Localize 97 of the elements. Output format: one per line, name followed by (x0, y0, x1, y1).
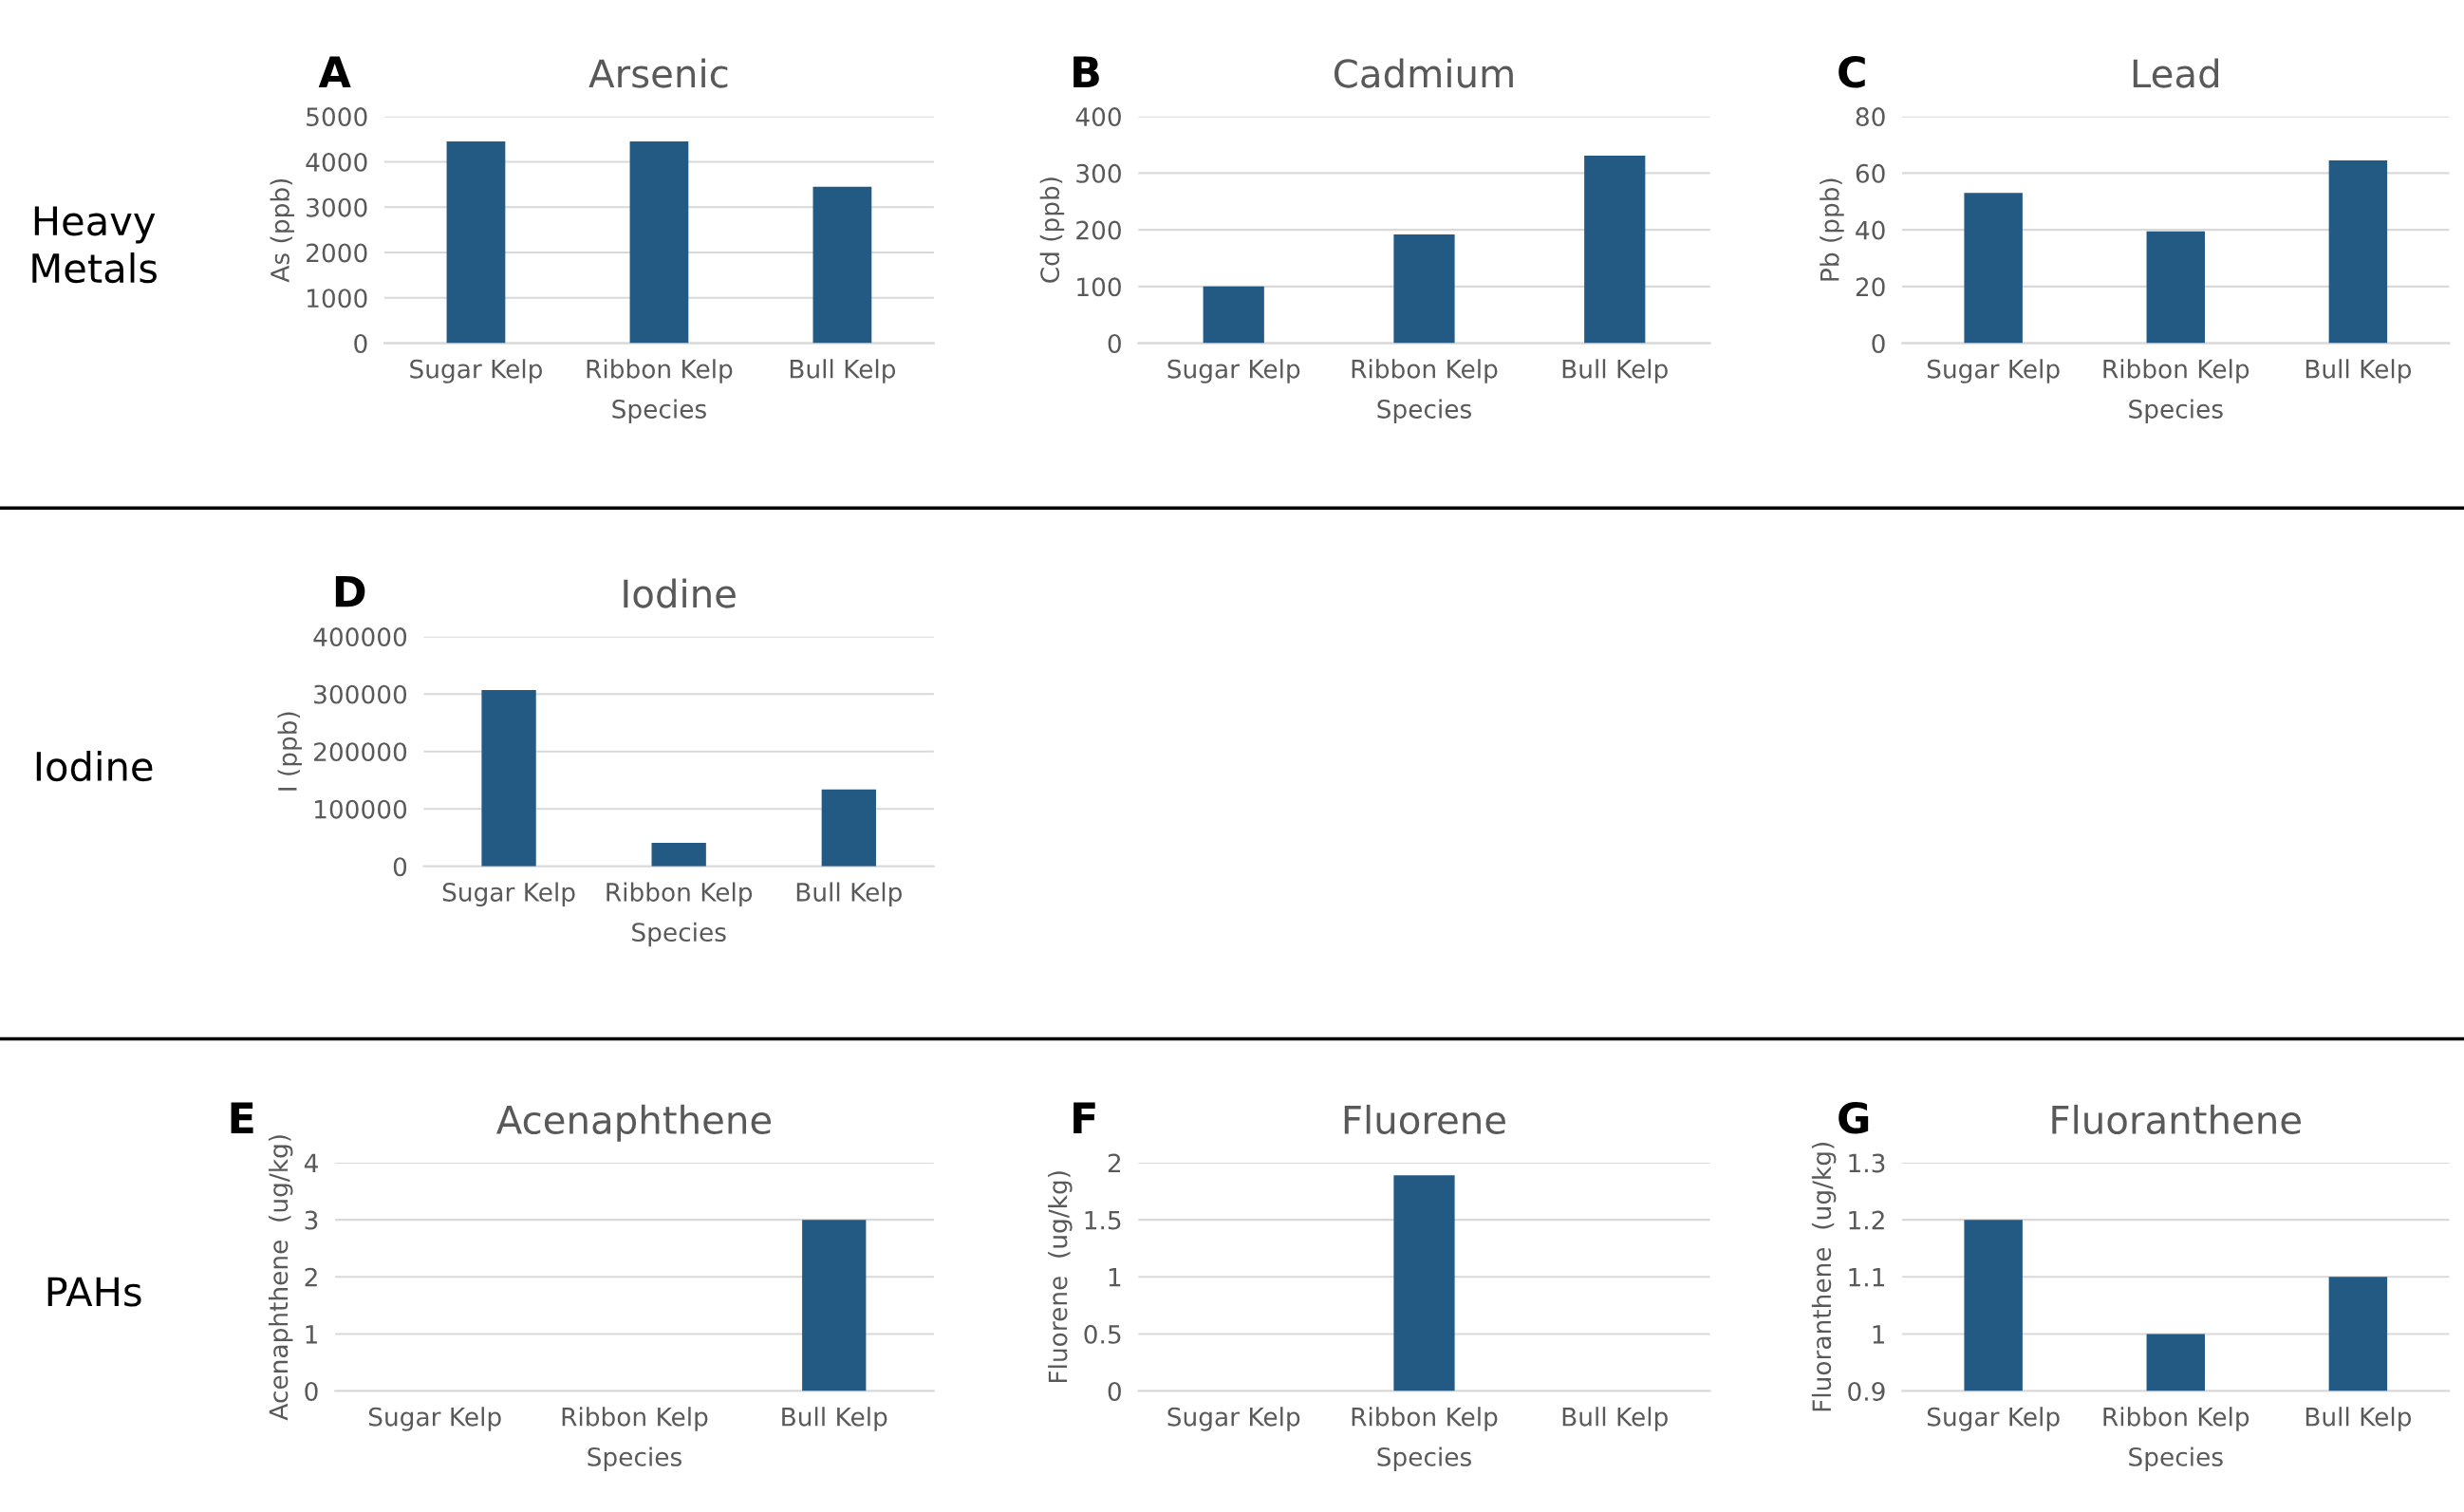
y-tick-label: 200000 (314, 742, 407, 762)
text: D (335, 575, 365, 607)
text: F (1073, 1102, 1095, 1133)
x-tick-label: Sugar Kelp (442, 882, 575, 906)
chart-title: Fluoranthene (2052, 1104, 2301, 1135)
bar (1964, 193, 2023, 344)
bar (1203, 286, 1264, 344)
text: Heavy Metals (32, 206, 157, 284)
text: C (1839, 55, 1865, 88)
x-tick-label: Bull Kelp (1562, 359, 1668, 383)
x-tick-label: Bull Kelp (796, 882, 902, 906)
y-tick-label: 1 (1109, 1268, 1121, 1287)
y-tick-label: 400000 (313, 627, 407, 647)
bar (821, 789, 876, 867)
chart-title: Arsenic (588, 58, 728, 88)
x-axis-title: Species (612, 399, 706, 424)
x-tick-label: Ribbon Kelp (2103, 359, 2249, 383)
x-tick-label: Sugar Kelp (1167, 1407, 1300, 1431)
y-tick-label: 0.9 (1848, 1382, 1885, 1401)
text: PAHs (47, 1277, 141, 1307)
y-tick-label: 60 (1856, 163, 1885, 183)
bar (2328, 159, 2388, 344)
chart-title: Iodine (624, 578, 736, 608)
bar (481, 689, 536, 867)
bar (1584, 155, 1646, 344)
y-tick-label: 2000 (307, 243, 367, 263)
y-tick-label: 5000 (307, 107, 367, 127)
text: G (1839, 1102, 1869, 1134)
y-tick-label: 4000 (306, 152, 367, 172)
y-axis-title: Fluoranthene (ug/kg) (1811, 1142, 1837, 1411)
y-tick-label: 200 (1076, 220, 1121, 240)
x-tick-label: Ribbon Kelp (562, 1407, 708, 1431)
y-tick-label: 1000 (308, 289, 367, 308)
x-axis-title: Species (632, 922, 726, 947)
x-tick-label: Bull Kelp (2305, 359, 2412, 383)
y-tick-label: 3000 (307, 197, 367, 217)
y-tick-label: 0 (1108, 334, 1121, 354)
chart-title: Fluorene (1344, 1104, 1505, 1135)
y-tick-label: 1 (1873, 1325, 1885, 1344)
y-tick-label: 0 (354, 334, 367, 354)
x-tick-label: Sugar Kelp (368, 1407, 501, 1431)
y-tick-label: 1 (306, 1325, 317, 1344)
y-axis-title: I (ppb) (277, 712, 302, 791)
y-tick-label: 20 (1856, 277, 1885, 297)
x-axis-title: Species (2129, 399, 2223, 424)
y-axis-title: Fluorene (ug/kg) (1048, 1171, 1073, 1382)
y-tick-label: 1.5 (1085, 1210, 1121, 1230)
bar (2146, 231, 2205, 344)
y-tick-label: 1.1 (1849, 1268, 1885, 1287)
bar (651, 842, 706, 867)
y-axis-title: Cd (ppb) (1039, 177, 1065, 283)
x-tick-label: Sugar Kelp (1927, 359, 2060, 383)
x-tick-label: Sugar Kelp (1167, 359, 1300, 383)
y-tick-label: 300 (1076, 163, 1121, 183)
y-tick-label: 0.5 (1084, 1324, 1121, 1344)
y-tick-label: 80 (1856, 107, 1885, 127)
x-tick-label: Ribbon Kelp (587, 359, 733, 383)
y-axis-title: As (ppb) (270, 178, 295, 283)
text: Iodine (36, 750, 153, 782)
y-tick-label: 4 (304, 1153, 318, 1173)
y-tick-label: 0 (393, 857, 407, 877)
x-tick-label: Ribbon Kelp (1352, 359, 1498, 383)
x-axis-title: Species (1377, 399, 1471, 424)
chart-title: Acenaphthene (496, 1104, 772, 1142)
x-tick-label: Bull Kelp (790, 359, 896, 383)
y-axis-title: Acenaphthene (ug/kg) (268, 1135, 293, 1421)
x-tick-label: Sugar Kelp (1927, 1407, 2060, 1431)
y-axis-title: Pb (ppb) (1820, 178, 1844, 281)
y-tick-label: 2 (1108, 1153, 1121, 1173)
y-tick-label: 1.2 (1849, 1210, 1884, 1230)
x-tick-label: Bull Kelp (782, 1407, 887, 1431)
x-axis-title: Species (2129, 1447, 2223, 1471)
x-tick-label: Bull Kelp (1562, 1407, 1668, 1431)
text: A (318, 56, 351, 87)
x-tick-label: Ribbon Kelp (607, 882, 753, 906)
y-tick-label: 100 (1077, 277, 1121, 297)
y-tick-label: 0 (1108, 1382, 1121, 1401)
x-axis-title: Species (588, 1447, 681, 1471)
y-tick-label: 2 (305, 1267, 317, 1287)
y-tick-label: 0 (305, 1382, 318, 1401)
y-tick-label: 0 (1872, 334, 1885, 354)
y-tick-label: 1.3 (1849, 1153, 1885, 1173)
x-tick-label: Ribbon Kelp (1352, 1407, 1498, 1431)
y-tick-label: 300000 (314, 684, 407, 704)
text: E (231, 1102, 253, 1133)
chart-title: Cadmium (1334, 58, 1513, 88)
chart-title: Lead (2133, 58, 2218, 88)
text: B (1073, 56, 1099, 87)
x-tick-label: Ribbon Kelp (2103, 1407, 2249, 1431)
y-tick-label: 40 (1856, 220, 1885, 240)
x-axis-title: Species (1377, 1447, 1471, 1471)
y-tick-label: 100000 (315, 799, 407, 819)
x-tick-label: Bull Kelp (2305, 1407, 2412, 1431)
bar (1393, 233, 1455, 344)
x-tick-label: Sugar Kelp (410, 359, 542, 383)
y-tick-label: 400 (1075, 107, 1121, 127)
y-tick-label: 3 (305, 1210, 318, 1230)
